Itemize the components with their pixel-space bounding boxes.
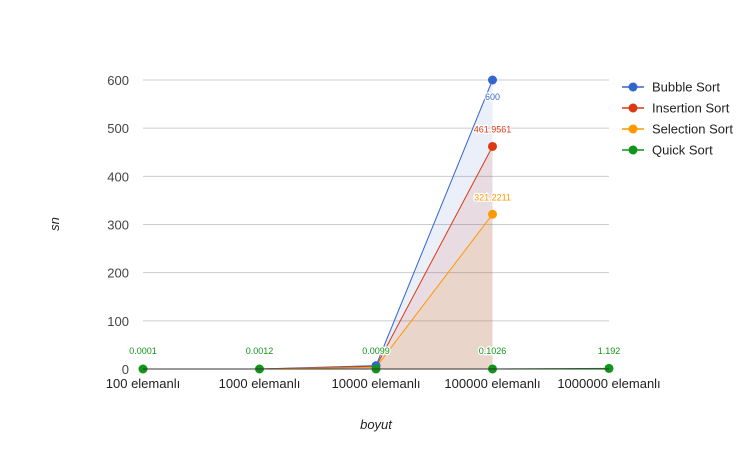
y-tick-label: 200	[107, 266, 129, 281]
data-label: 461.9561	[474, 124, 512, 134]
data-label: 0.1026	[479, 346, 507, 356]
area-selection-sort	[143, 214, 493, 369]
grid-layer	[143, 79, 609, 322]
y-tick-label: 500	[107, 121, 129, 136]
x-tick-label: 100000 elemanlı	[444, 376, 540, 391]
legend-marker	[628, 103, 638, 113]
data-label: 321.2211	[474, 192, 511, 202]
data-label: 0.0099	[362, 346, 390, 356]
label-layer: 600 461.9561 321.2211 0.0001 0.0012 0.0099 0.1…	[128, 91, 622, 358]
area-bubble-sort	[143, 80, 493, 369]
x-tick-label: 1000 elemanlı	[219, 376, 301, 391]
x-tick-label: 10000 elemanlı	[332, 376, 421, 391]
legend-marker	[628, 145, 638, 155]
x-axis-title: boyut	[360, 417, 393, 432]
data-point	[488, 141, 497, 151]
legend-marker	[628, 124, 638, 134]
data-point	[488, 209, 497, 219]
y-tick-label: 0	[122, 362, 129, 377]
axis-layer: 0 100 200 300 400 500 600 100 elemanlı 1000 elem…	[106, 73, 661, 391]
y-tick-label: 400	[107, 169, 129, 184]
legend: Bubble Sort Insertion Sort Selection Sort Q…	[622, 80, 733, 158]
y-tick-label: 300	[107, 218, 129, 233]
y-tick-label: 100	[107, 314, 129, 329]
legend-label: Selection Sort	[652, 122, 733, 137]
legend-label: Insertion Sort	[652, 101, 730, 116]
data-label: 0.0012	[246, 346, 274, 356]
y-axis-title: sn	[47, 217, 62, 231]
x-tick-label: 1000000 elemanlı	[557, 376, 660, 391]
legend-label: Quick Sort	[652, 143, 713, 158]
area-layer	[143, 80, 493, 369]
data-label: 0.0001	[129, 346, 157, 356]
y-tick-label: 600	[107, 73, 129, 88]
x-tick-label: 100 elemanlı	[106, 376, 180, 391]
legend-label: Bubble Sort	[652, 80, 720, 95]
data-label: 1.192	[598, 346, 621, 356]
data-label: 600	[485, 92, 500, 102]
data-point	[488, 75, 497, 85]
data-point	[604, 363, 614, 373]
legend-marker	[628, 82, 638, 92]
area-insertion-sort	[143, 146, 493, 369]
